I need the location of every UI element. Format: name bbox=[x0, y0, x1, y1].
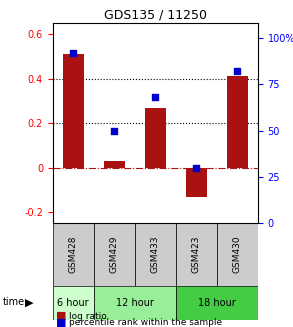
FancyBboxPatch shape bbox=[94, 286, 176, 320]
Bar bbox=[63, 54, 84, 168]
FancyBboxPatch shape bbox=[94, 223, 135, 286]
Point bbox=[194, 165, 199, 170]
Point bbox=[71, 50, 76, 55]
FancyBboxPatch shape bbox=[53, 286, 94, 320]
Text: log ratio: log ratio bbox=[69, 312, 107, 321]
Text: GSM428: GSM428 bbox=[69, 236, 78, 273]
Text: GSM423: GSM423 bbox=[192, 236, 201, 273]
Point bbox=[153, 95, 158, 100]
Text: GSM429: GSM429 bbox=[110, 236, 119, 273]
Bar bbox=[145, 108, 166, 168]
FancyBboxPatch shape bbox=[176, 286, 258, 320]
Text: ■: ■ bbox=[56, 311, 66, 321]
Point bbox=[235, 69, 240, 74]
FancyBboxPatch shape bbox=[53, 223, 94, 286]
Text: GSM433: GSM433 bbox=[151, 236, 160, 273]
Text: 12 hour: 12 hour bbox=[116, 298, 154, 308]
Text: ▶: ▶ bbox=[25, 298, 33, 307]
Text: 6 hour: 6 hour bbox=[57, 298, 89, 308]
Title: GDS135 / 11250: GDS135 / 11250 bbox=[104, 9, 207, 22]
Text: time: time bbox=[3, 298, 25, 307]
Text: 18 hour: 18 hour bbox=[198, 298, 236, 308]
Text: ■: ■ bbox=[56, 318, 66, 327]
FancyBboxPatch shape bbox=[135, 223, 176, 286]
Text: percentile rank within the sample: percentile rank within the sample bbox=[69, 318, 222, 327]
Bar bbox=[227, 76, 248, 168]
Text: GSM430: GSM430 bbox=[233, 236, 242, 273]
FancyBboxPatch shape bbox=[176, 223, 217, 286]
FancyBboxPatch shape bbox=[217, 223, 258, 286]
Bar bbox=[186, 168, 207, 197]
Bar bbox=[104, 161, 125, 168]
Point bbox=[112, 128, 117, 133]
